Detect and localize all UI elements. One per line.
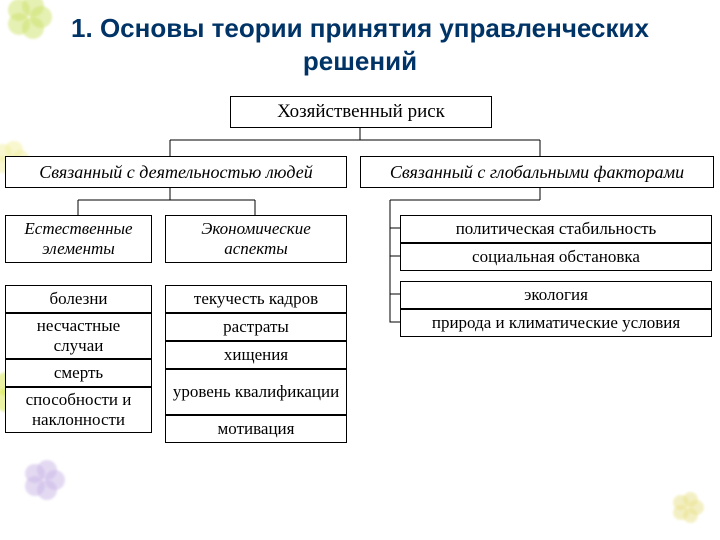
node-l1: Естественные элементы [5,215,152,263]
node-label: политическая стабильность [452,219,661,239]
node-label: природа и климатические условия [428,313,684,333]
node-l2e: мотивация [165,415,347,443]
connector [390,228,400,256]
node-label: способности и наклонности [6,390,151,429]
node-label: смерть [50,363,107,383]
connector [390,200,400,228]
node-l1c: смерть [5,359,152,387]
node-r2: социальная обстановка [400,243,712,271]
page-title: 1. Основы теории принятия управленческих… [0,12,720,77]
node-l2a: текучесть кадров [165,285,347,313]
node-left: Связанный с деятельностью людей [5,156,347,188]
node-label: растраты [219,317,293,337]
node-r4: природа и климатические условия [400,309,712,337]
node-label: Хозяйственный риск [273,101,449,123]
node-label: Экономические аспекты [166,219,346,258]
node-label: экология [520,285,592,305]
node-l2c: хищения [165,341,347,369]
node-l2d: уровень квалификации [165,369,347,415]
node-label: уровень квалификации [169,382,343,402]
node-label: болезни [45,289,111,309]
connector [390,256,400,294]
node-label: мотивация [214,419,299,439]
node-right: Связанный с глобальными факторами [360,156,714,188]
node-label: Связанный с глобальными факторами [386,162,688,183]
node-label: хищения [220,345,292,365]
node-l1b: несчастные случаи [5,313,152,359]
node-label: текучесть кадров [190,289,322,309]
connector [390,294,400,322]
node-l2: Экономические аспекты [165,215,347,263]
node-label: Естественные элементы [6,219,151,258]
node-label: несчастные случаи [6,316,151,355]
node-label: Связанный с деятельностью людей [35,162,316,183]
node-l2b: растраты [165,313,347,341]
deco-petal [37,460,57,480]
node-r3: экология [400,281,712,309]
node-label: социальная обстановка [468,247,644,267]
node-l1d: способности и наклонности [5,387,152,433]
node-l1a: болезни [5,285,152,313]
node-r1: политическая стабильность [400,215,712,243]
node-root: Хозяйственный риск [230,96,492,128]
